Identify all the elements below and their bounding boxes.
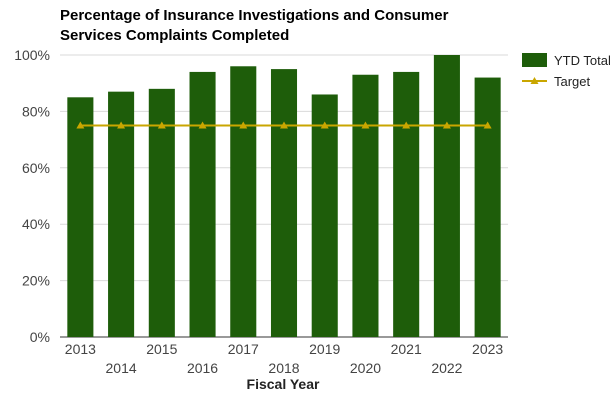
bar-2023 — [474, 77, 501, 337]
legend-label-target: Target — [554, 74, 591, 89]
target-line-series — [76, 121, 492, 129]
bar-2018 — [270, 69, 298, 337]
bar-2014 — [108, 91, 135, 337]
y-tick-label: 40% — [22, 216, 50, 232]
chart-title-line-2: Services Complaints Completed — [60, 27, 289, 44]
bar-2019 — [311, 94, 338, 337]
legend-item-target: Target — [522, 74, 591, 89]
target-point-2019 — [320, 121, 329, 129]
y-tick-label: 0% — [30, 329, 50, 345]
y-axis-ticks: 0% 20% 40% 60% 80% 100% — [14, 47, 50, 345]
x-tick-label: 2022 — [431, 360, 462, 376]
chart-title-line-1: Percentage of Insurance Investigations a… — [60, 7, 449, 24]
legend-swatch-ytd-total — [522, 53, 547, 67]
target-point-2013 — [76, 121, 85, 129]
bar-2017 — [230, 66, 257, 337]
bar-2016 — [189, 71, 216, 338]
y-tick-label: 20% — [22, 273, 50, 289]
bar-2015 — [148, 88, 175, 337]
target-point-2022 — [442, 121, 451, 129]
x-tick-label: 2014 — [106, 360, 137, 376]
x-tick-label: 2021 — [391, 341, 422, 357]
bar-2020 — [352, 74, 379, 338]
target-point-2018 — [280, 121, 288, 129]
x-tick-label: 2017 — [228, 341, 259, 357]
y-tick-label: 80% — [22, 103, 50, 119]
legend: YTD Total Target — [522, 53, 611, 89]
bar-series — [67, 55, 501, 338]
x-axis-ticks: 2013 2014 2015 2016 2017 2018 2019 2020 2021 2022… — [65, 341, 504, 376]
bar-2022 — [433, 55, 460, 337]
target-point-2021 — [402, 121, 411, 129]
y-tick-label: 60% — [22, 160, 50, 176]
target-point-2020 — [361, 121, 370, 129]
legend-label-ytd-total: YTD Total — [554, 53, 611, 68]
x-tick-label: 2023 — [472, 341, 503, 357]
y-tick-label: 100% — [14, 47, 50, 63]
x-tick-label: 2015 — [146, 341, 177, 357]
legend-marker-target — [530, 77, 539, 84]
target-point-2016 — [198, 121, 207, 129]
bar-2013 — [67, 97, 94, 337]
target-point-2015 — [157, 121, 166, 129]
x-tick-label: 2016 — [187, 360, 218, 376]
x-tick-label: 2019 — [309, 341, 340, 357]
target-point-2014 — [117, 121, 126, 129]
target-point-2023 — [483, 121, 492, 129]
legend-item-ytd-total: YTD Total — [522, 53, 611, 68]
x-tick-label: 2018 — [268, 360, 299, 376]
bar-2021 — [393, 71, 420, 338]
x-axis-title: Fiscal Year — [247, 376, 320, 392]
x-tick-label: 2013 — [65, 341, 96, 357]
target-point-2017 — [239, 121, 248, 129]
x-tick-label: 2020 — [350, 360, 381, 376]
